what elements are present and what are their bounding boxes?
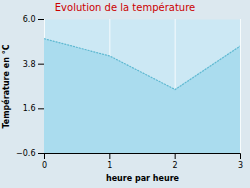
svg-text:−0.6: −0.6: [16, 149, 35, 158]
svg-text:3.8: 3.8: [23, 60, 36, 69]
svg-text:Température en °C: Température en °C: [1, 44, 11, 128]
html-text:Evolution de la température: Evolution de la température: [54, 2, 196, 13]
svg-text:1.6: 1.6: [23, 104, 36, 113]
svg-text:0: 0: [42, 161, 47, 170]
svg-text:3: 3: [238, 161, 243, 170]
svg-text:heure par heure: heure par heure: [106, 174, 180, 183]
svg-text:1: 1: [107, 161, 112, 170]
svg-text:6.0: 6.0: [23, 15, 36, 24]
svg-text:2: 2: [173, 161, 178, 170]
